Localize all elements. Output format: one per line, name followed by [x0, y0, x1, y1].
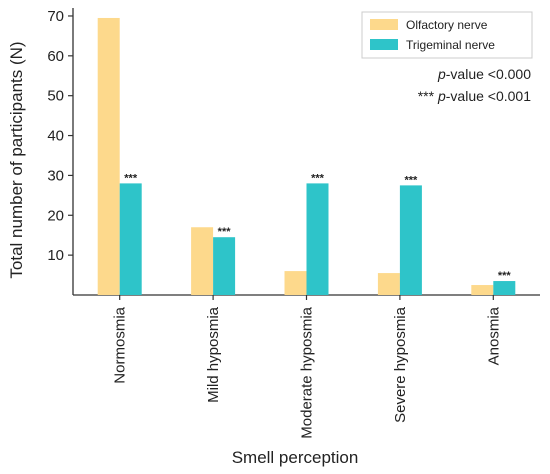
p-value-note-1: p-value <0.000	[437, 66, 531, 82]
y-tick-label: 30	[47, 167, 64, 184]
bar-trigeminal-nerve-moderate-hyposmia	[306, 183, 329, 295]
y-axis-title: Total number of participants (N)	[7, 41, 26, 278]
y-tick-label: 40	[47, 128, 64, 145]
bar-trigeminal-nerve-normosmia	[119, 183, 142, 295]
p-value-note-2: *** p-value <0.001	[418, 88, 531, 104]
significance-label: ***	[124, 172, 138, 184]
p-value-notes: p-value <0.000 *** p-value <0.001	[418, 66, 531, 104]
x-tick-label-severe-hyposmia: Severe hyposmia	[392, 306, 409, 423]
legend-swatch-olfactory	[370, 19, 398, 30]
x-tick-label-mild-hyposmia: Mild hyposmia	[205, 306, 222, 403]
significance-label: ***	[311, 172, 325, 184]
x-axis-title: Smell perception	[232, 448, 359, 467]
bar-olfactory-nerve-anosmia	[471, 285, 494, 295]
legend: Olfactory nerve Trigeminal nerve	[361, 11, 533, 59]
bars: *** *** *** *** ***	[97, 17, 516, 296]
legend-label-olfactory: Olfactory nerve	[406, 18, 488, 32]
y-ticks: 10 20 30 40 50 60 70	[47, 8, 73, 264]
bar-trigeminal-nerve-severe-hyposmia	[399, 185, 422, 295]
legend-label-trigeminal: Trigeminal nerve	[406, 38, 495, 52]
bar-olfactory-nerve-normosmia	[97, 17, 120, 296]
x-ticks: Normosmia Mild hyposmia Moderate hyposmia S…	[112, 295, 502, 439]
bar-olfactory-nerve-moderate-hyposmia	[284, 271, 307, 295]
x-tick-label-normosmia: Normosmia	[112, 306, 129, 383]
bar-trigeminal-nerve-anosmia	[493, 281, 516, 295]
legend-swatch-trigeminal	[370, 39, 398, 50]
bar-olfactory-nerve-severe-hyposmia	[377, 273, 400, 295]
y-tick-label: 10	[47, 247, 64, 264]
y-tick-label: 20	[47, 207, 64, 224]
y-tick-label: 70	[47, 8, 64, 25]
bar-olfactory-nerve-mild-hyposmia	[191, 227, 214, 295]
significance-label: ***	[404, 174, 418, 186]
x-tick-label-moderate-hyposmia: Moderate hyposmia	[299, 306, 316, 438]
legend-box	[361, 11, 533, 59]
bar-trigeminal-nerve-mild-hyposmia	[213, 237, 236, 295]
significance-label: ***	[218, 226, 232, 238]
significance-label: ***	[498, 270, 512, 282]
y-tick-label: 60	[47, 48, 64, 65]
x-tick-label-anosmia: Anosmia	[485, 306, 502, 365]
y-tick-label: 50	[47, 88, 64, 105]
